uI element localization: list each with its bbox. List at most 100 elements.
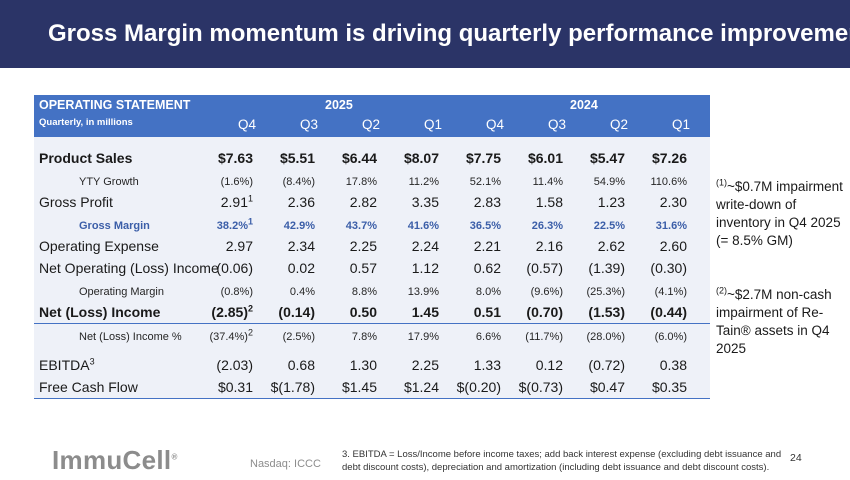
cell-value: $6.44 (341, 150, 377, 166)
cell-value: 7.8% (351, 331, 377, 343)
note-1-text: ~$0.7M impairment write-down of inventor… (716, 179, 843, 248)
table-cell: 17.9% (359, 331, 439, 343)
note-1: (1)~$0.7M impairment write-down of inven… (716, 178, 846, 250)
cell-value: 2.62 (597, 238, 625, 254)
row-operating-expense: Operating Expense 2.97 2.34 2.25 2.24 2.21 2.1… (34, 235, 710, 257)
table-cell: $8.07 (359, 150, 439, 166)
cell-value: (28.0%) (586, 331, 625, 343)
cell-value: 1.12 (411, 260, 439, 276)
table-cell: (0.70) (483, 304, 563, 320)
title-bar: Gross Margin momentum is driving quarter… (0, 0, 850, 68)
table-cell: $(1.78) (235, 379, 315, 395)
cell-value: $5.51 (279, 150, 315, 166)
page-number: 24 (790, 452, 802, 464)
table-cell: $0.31 (173, 379, 253, 395)
table-body: Product Sales $7.63 $5.51 $6.44 $8.07 $7.75 $6… (34, 137, 710, 399)
table-cell: (1.6%) (173, 176, 253, 188)
table-cell: $0.35 (607, 379, 687, 395)
cell-value: (37.4%) (209, 331, 248, 343)
table-cell: 38.2%1 (173, 217, 253, 232)
table-cell: 2.21 (421, 238, 501, 254)
cell-value: $(1.78) (270, 379, 315, 395)
cell-value: 8.8% (351, 286, 377, 298)
table-cell: 2.60 (607, 238, 687, 254)
row-label-text: Net (Loss) Income % (79, 331, 182, 343)
cell-value: $7.26 (651, 150, 687, 166)
quarter-label: Q1 (423, 117, 442, 132)
cell-value: 8.0% (475, 286, 501, 298)
table-cell: 43.7% (297, 220, 377, 232)
row-ebitda: EBITDA3 (2.03) 0.68 1.30 2.25 1.33 0.12 (0.72) 0… (34, 354, 710, 376)
quarter-label: Q2 (361, 117, 380, 132)
footnote-marker: 3 (89, 356, 95, 367)
cell-value: $7.63 (217, 150, 253, 166)
table-cell: 2.30 (607, 194, 687, 210)
logo-text: ImmuCell (52, 445, 172, 475)
row-spacer (34, 346, 710, 354)
table-cell: 17.8% (297, 176, 377, 188)
note-1-ref: (1) (716, 177, 727, 188)
cell-value: (1.53) (588, 304, 625, 320)
row-gross-profit: Gross Profit 2.911 2.36 2.82 3.35 2.83 1.58 1.2… (34, 191, 710, 213)
note-2-text: ~$2.7M non-cash impairment of Re-Tain® a… (716, 287, 832, 356)
table-cell: $7.75 (421, 150, 501, 166)
company-logo: ImmuCell® (52, 445, 178, 476)
cell-value: 22.5% (593, 220, 625, 232)
cell-value: (25.3%) (586, 286, 625, 298)
cell-value: 0.02 (287, 260, 315, 276)
table-cell: $1.24 (359, 379, 439, 395)
cell-value: 54.9% (593, 176, 625, 188)
table-cell: 8.0% (421, 286, 501, 298)
footnote-marker: 1 (247, 216, 253, 227)
table-cell: 3.35 (359, 194, 439, 210)
cell-value: (0.57) (526, 260, 563, 276)
row-label-text: Net Operating (Loss) Income (39, 260, 219, 276)
row-label: Free Cash Flow (39, 379, 138, 395)
cell-value: (1.39) (588, 260, 625, 276)
cell-value: 0.12 (535, 357, 563, 373)
cell-value: (2.5%) (282, 331, 315, 343)
table-cell: 0.57 (297, 260, 377, 276)
cell-value: 0.4% (289, 286, 315, 298)
note-2-ref: (2) (716, 285, 727, 296)
row-label: Gross Profit (39, 194, 113, 210)
table-cell: 0.38 (607, 357, 687, 373)
cell-value: $7.75 (465, 150, 501, 166)
quarter-label: Q3 (547, 117, 566, 132)
table-cell: 6.6% (421, 331, 501, 343)
table-cell: (4.1%) (607, 286, 687, 298)
table-cell: (8.4%) (235, 176, 315, 188)
table-cell: (0.44) (607, 304, 687, 320)
table-cell: 22.5% (545, 220, 625, 232)
table-cell: 2.24 (359, 238, 439, 254)
cell-value: 110.6% (650, 176, 688, 188)
table-cell: 1.30 (297, 357, 377, 373)
footnote-marker: 2 (247, 303, 253, 314)
table-cell: 11.2% (359, 176, 439, 188)
table-cell: (0.57) (483, 260, 563, 276)
row-label-text: Net (Loss) Income (39, 304, 161, 320)
table-cell: 2.62 (545, 238, 625, 254)
cell-value: 11.2% (408, 176, 439, 188)
row-label: YTY Growth (79, 176, 139, 188)
table-header-title: OPERATING STATEMENT (39, 98, 191, 112)
row-net-income: Net (Loss) Income (2.85)2 (0.14) 0.50 1.45 0.… (34, 301, 710, 323)
cell-value: 2.82 (349, 194, 377, 210)
table-cell: 0.50 (297, 304, 377, 320)
row-label-text: Free Cash Flow (39, 379, 138, 395)
cell-value: 17.9% (407, 331, 439, 343)
cell-value: 3.35 (411, 194, 439, 210)
table-cell: 13.9% (359, 286, 439, 298)
table-cell: $6.01 (483, 150, 563, 166)
table-cell: (25.3%) (545, 286, 625, 298)
cell-value: (8.4%) (282, 176, 315, 188)
cell-value: 2.16 (535, 238, 563, 254)
table-cell: 2.36 (235, 194, 315, 210)
table-cell: 110.6% (607, 176, 688, 188)
ticker-label: Nasdaq: ICCC (250, 458, 321, 470)
row-label: Net (Loss) Income % (79, 331, 182, 343)
cell-value: 1.23 (597, 194, 625, 210)
table-cell: 2.25 (359, 357, 439, 373)
table-header: OPERATING STATEMENT Quarterly, in millio… (34, 95, 710, 137)
cell-value: (2.03) (216, 357, 253, 373)
